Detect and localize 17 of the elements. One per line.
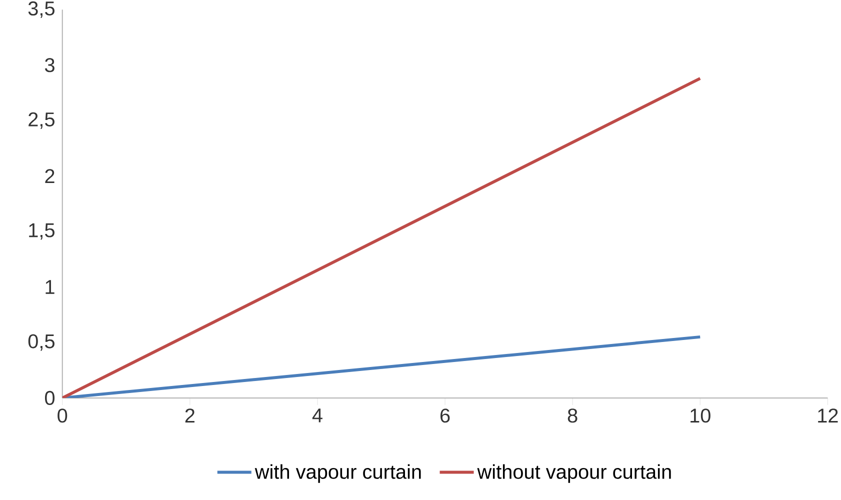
x-tick-label: 2 [185,408,194,422]
legend-label: with vapour curtain [254,464,421,483]
y-tick-label: 2 [45,169,54,184]
y-tick-label: 3 [44,58,54,72]
y-tick-label: 0 [45,390,55,406]
x-tick-label: 6 [440,408,450,423]
y-tick-label: 1 [46,280,54,294]
y-tick-label: 2,5 [28,112,54,129]
y-tick-label: 0,5 [28,334,54,351]
x-tick-label: 8 [568,408,578,423]
x-tick-label: 4 [312,408,322,422]
y-tick-label: 3,5 [28,1,54,18]
x-tick-label: 10 [690,408,710,423]
x-tick-label: 12 [818,408,838,422]
x-tick-label: 0 [58,408,68,423]
y-tick-label: 1,5 [29,223,54,240]
legend-label: without vapour curtain [477,464,671,483]
